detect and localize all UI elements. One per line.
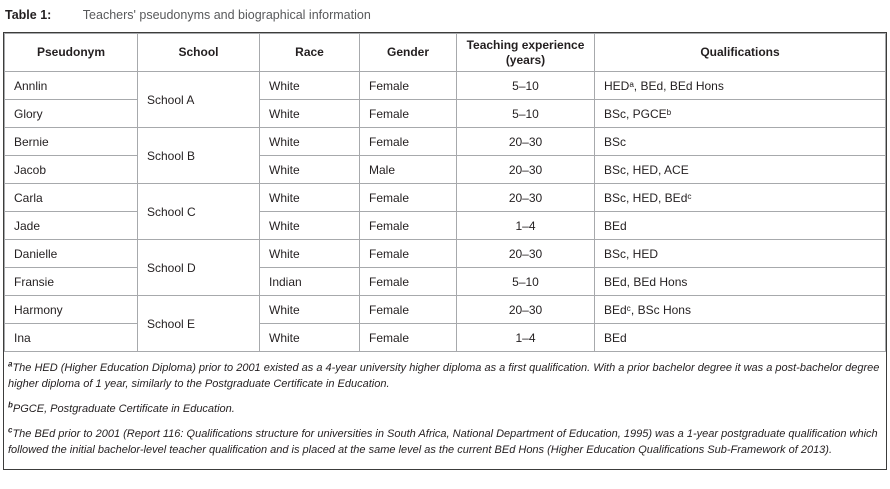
cell-pseudonym: Bernie — [4, 127, 138, 156]
cell-experience: 20–30 — [456, 127, 595, 156]
footnote-marker: a — [8, 359, 13, 369]
table-frame: Pseudonym School Race Gender Teaching ex… — [3, 32, 887, 470]
table-row: Jade White Female 1–4 BEd — [4, 211, 886, 240]
cell-gender: Female — [359, 211, 457, 240]
cell-pseudonym: Jade — [4, 211, 138, 240]
table-row: Fransie Indian Female 5–10 BEd, BEd Hons — [4, 267, 886, 296]
table-caption-label: Table 1: — [5, 8, 52, 22]
cell-race: White — [259, 71, 360, 100]
cell-experience: 1–4 — [456, 323, 595, 352]
footnote-a: aThe HED (Higher Education Diploma) prio… — [8, 359, 882, 393]
cell-qualifications: BSc — [594, 127, 886, 156]
footnote-text: The HED (Higher Education Diploma) prior… — [8, 362, 880, 390]
table-row: Bernie School B White Female 20–30 BSc — [4, 127, 886, 184]
column-header-pseudonym: Pseudonym — [4, 33, 138, 72]
cell-experience: 20–30 — [456, 183, 595, 212]
cell-pseudonym: Fransie — [4, 267, 138, 296]
cell-race: White — [259, 183, 360, 212]
cell-race: White — [259, 127, 360, 156]
table-row: Danielle School D White Female 20–30 BSc… — [4, 239, 886, 296]
table-row: Carla School C White Female 20–30 BSc, H… — [4, 183, 886, 240]
cell-gender: Female — [359, 71, 457, 100]
cell-race: White — [259, 239, 360, 268]
cell-qualifications: BEd, BEd Hons — [594, 267, 886, 296]
table-footnotes: aThe HED (Higher Education Diploma) prio… — [4, 352, 886, 469]
cell-experience: 20–30 — [456, 295, 595, 324]
column-header-school: School — [137, 33, 260, 72]
cell-race: Indian — [259, 267, 360, 296]
column-header-gender: Gender — [359, 33, 457, 72]
cell-qualifications: BSc, HED, BEdᶜ — [594, 183, 886, 212]
column-header-race: Race — [259, 33, 360, 72]
footnote-c: cThe BEd prior to 2001 (Report 116: Qual… — [8, 425, 882, 459]
cell-gender: Female — [359, 323, 457, 352]
cell-pseudonym: Annlin — [4, 71, 138, 100]
cell-pseudonym: Glory — [4, 99, 138, 128]
cell-gender: Female — [359, 267, 457, 296]
table-row: Annlin School A White Female 5–10 HEDᵃ, … — [4, 71, 886, 128]
cell-qualifications: HEDᵃ, BEd, BEd Hons — [594, 71, 886, 100]
cell-gender: Female — [359, 127, 457, 156]
teachers-table: Pseudonym School Race Gender Teaching ex… — [4, 33, 886, 352]
cell-qualifications: BEdᶜ, BSc Hons — [594, 295, 886, 324]
cell-pseudonym: Jacob — [4, 155, 138, 184]
cell-qualifications: BSc, PGCEᵇ — [594, 99, 886, 128]
cell-experience: 5–10 — [456, 71, 595, 100]
cell-qualifications: BEd — [594, 211, 886, 240]
cell-pseudonym: Harmony — [4, 295, 138, 324]
cell-experience: 1–4 — [456, 211, 595, 240]
cell-gender: Female — [359, 99, 457, 128]
cell-race: White — [259, 155, 360, 184]
cell-race: White — [259, 295, 360, 324]
cell-race: White — [259, 323, 360, 352]
table-caption-text: Teachers' pseudonyms and biographical in… — [82, 8, 371, 22]
footnote-b: bPGCE, Postgraduate Certificate in Educa… — [8, 400, 882, 418]
cell-gender: Female — [359, 183, 457, 212]
cell-school: School B — [137, 127, 260, 184]
footnote-text: PGCE, Postgraduate Certificate in Educat… — [12, 402, 235, 415]
table-row: Harmony School E White Female 20–30 BEdᶜ… — [4, 295, 886, 352]
cell-pseudonym: Carla — [4, 183, 138, 212]
footnote-marker: b — [8, 400, 13, 410]
cell-qualifications: BSc, HED — [594, 239, 886, 268]
cell-school: School C — [137, 183, 260, 240]
cell-gender: Female — [359, 295, 457, 324]
table-caption: Table 1: Teachers' pseudonyms and biogra… — [3, 4, 887, 32]
cell-school: School D — [137, 239, 260, 296]
header-row: Pseudonym School Race Gender Teaching ex… — [4, 33, 886, 72]
cell-pseudonym: Ina — [4, 323, 138, 352]
cell-gender: Male — [359, 155, 457, 184]
cell-qualifications: BEd — [594, 323, 886, 352]
cell-pseudonym: Danielle — [4, 239, 138, 268]
cell-qualifications: BSc, HED, ACE — [594, 155, 886, 184]
column-header-experience: Teaching experience (years) — [456, 33, 595, 72]
cell-race: White — [259, 99, 360, 128]
cell-experience: 20–30 — [456, 155, 595, 184]
cell-gender: Female — [359, 239, 457, 268]
table-row: Ina White Female 1–4 BEd — [4, 323, 886, 352]
cell-experience: 20–30 — [456, 239, 595, 268]
column-header-qualifications: Qualifications — [594, 33, 886, 72]
table-row: Jacob White Male 20–30 BSc, HED, ACE — [4, 155, 886, 184]
cell-experience: 5–10 — [456, 99, 595, 128]
footnote-marker: c — [8, 425, 13, 435]
cell-school: School E — [137, 295, 260, 352]
cell-school: School A — [137, 71, 260, 128]
cell-race: White — [259, 211, 360, 240]
cell-experience: 5–10 — [456, 267, 595, 296]
footnote-text: The BEd prior to 2001 (Report 116: Quali… — [8, 427, 878, 456]
table-row: Glory White Female 5–10 BSc, PGCEᵇ — [4, 99, 886, 128]
